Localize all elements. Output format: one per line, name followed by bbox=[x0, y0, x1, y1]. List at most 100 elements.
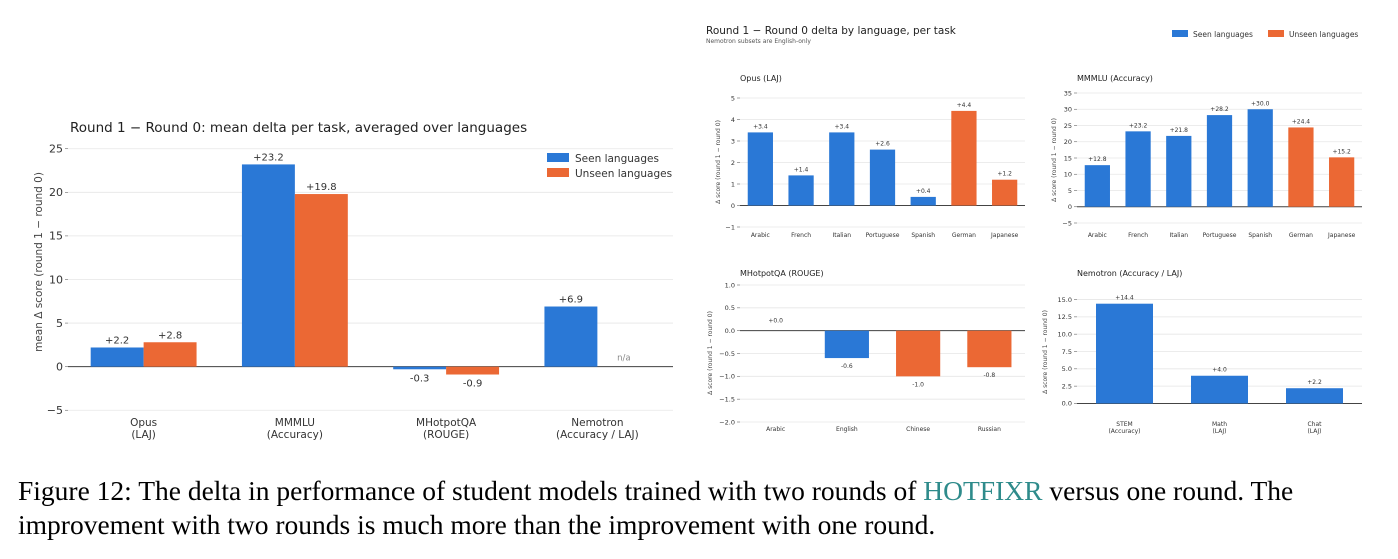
opus-ytick-label: 5 bbox=[731, 94, 735, 102]
nemotron-ytick-label: 0.0 bbox=[1062, 400, 1072, 408]
mhotpot-category-label: Russian bbox=[978, 426, 1001, 433]
mhotpot-bar bbox=[896, 330, 941, 377]
main-ytick-label: 10 bbox=[49, 273, 63, 286]
mmmlu-bar bbox=[1288, 127, 1314, 207]
mmmlu-data-label: +12.8 bbox=[1088, 156, 1107, 163]
opus-category-label: Italian bbox=[832, 232, 851, 239]
main-ytick-label: 25 bbox=[49, 143, 63, 156]
mhotpot-data-label: -0.6 bbox=[841, 363, 853, 370]
mmmlu-data-label: +30.0 bbox=[1251, 100, 1270, 107]
opus-bar bbox=[747, 132, 773, 206]
main-category-label: Opus (LAJ) bbox=[130, 417, 157, 441]
right-legend-swatch-unseen bbox=[1268, 30, 1284, 37]
right-legend-swatch-seen bbox=[1172, 30, 1188, 37]
nemotron-subplot-title: Nemotron (Accuracy / LAJ) bbox=[1077, 269, 1182, 278]
opus-y-axis-label: Δ score (round 1 − round 0) bbox=[715, 120, 722, 204]
mmmlu-ytick-label: 25 bbox=[1064, 122, 1072, 130]
mmmlu-data-label: +21.8 bbox=[1170, 127, 1189, 134]
mhotpot-bar bbox=[824, 330, 869, 359]
opus-ytick-label: 2 bbox=[731, 159, 735, 167]
nemotron-ytick-label: 7.5 bbox=[1062, 348, 1072, 356]
opus-bar bbox=[910, 196, 936, 206]
main-data-label: -0.3 bbox=[410, 373, 430, 384]
main-category-label: Nemotron (Accuracy / LAJ) bbox=[556, 417, 639, 441]
right-panel-subtitle: Nemotron subsets are English-only bbox=[706, 38, 811, 45]
main-bar bbox=[294, 194, 348, 367]
main-data-label: +2.8 bbox=[158, 330, 182, 341]
main-data-label: -0.9 bbox=[463, 379, 483, 390]
legend-label-seen: Seen languages bbox=[575, 153, 659, 165]
mhotpot-ytick-label: −1.5 bbox=[719, 395, 735, 403]
right-legend-label-seen: Seen languages bbox=[1193, 30, 1253, 39]
main-na-label: n/a bbox=[617, 354, 630, 364]
mmmlu-ytick-label: 20 bbox=[1064, 138, 1072, 146]
mmmlu-ytick-label: 30 bbox=[1064, 106, 1072, 114]
mhotpot-ytick-label: 0.5 bbox=[725, 304, 735, 312]
main-bar bbox=[544, 306, 598, 367]
figure-canvas: Round 1 − Round 0: mean delta per task, … bbox=[33, 25, 1362, 441]
mhotpot-category-label: Arabic bbox=[766, 426, 785, 433]
main-bar bbox=[393, 366, 447, 370]
mhotpot-y-axis-label: Δ score (round 1 − round 0) bbox=[707, 311, 714, 395]
main-ytick-label: 5 bbox=[56, 317, 63, 330]
main-ytick-label: 20 bbox=[49, 186, 63, 199]
nemotron-ytick-label: 2.5 bbox=[1062, 382, 1072, 390]
mmmlu-category-label: Spanish bbox=[1248, 232, 1272, 239]
opus-ytick-label: −1 bbox=[725, 223, 735, 231]
mmmlu-ytick-label: 5 bbox=[1068, 187, 1072, 195]
nemotron-bar bbox=[1191, 375, 1248, 404]
mhotpot-data-label: +0.0 bbox=[768, 318, 783, 325]
right-panel-title: Round 1 − Round 0 delta by language, per… bbox=[706, 25, 957, 37]
mhotpot-bar bbox=[967, 330, 1012, 368]
caption-hotfixr: HOTFIXR bbox=[923, 475, 1043, 506]
mhotpot-ytick-label: −0.5 bbox=[719, 350, 735, 358]
opus-ytick-label: 3 bbox=[731, 137, 735, 145]
mmmlu-category-label: Italian bbox=[1169, 232, 1188, 239]
nemotron-bar bbox=[1096, 303, 1153, 404]
mhotpot-ytick-label: 1.0 bbox=[725, 281, 735, 289]
main-category-label: MHotpotQA (ROUGE) bbox=[416, 417, 477, 441]
caption-suffix: versus one round. The improvement with t… bbox=[18, 475, 1294, 540]
mmmlu-bar bbox=[1166, 135, 1192, 207]
mmmlu-category-label: French bbox=[1128, 232, 1148, 239]
main-data-label: +6.9 bbox=[559, 295, 583, 306]
mhotpot-data-label: -1.0 bbox=[912, 381, 924, 388]
right-legend-label-unseen: Unseen languages bbox=[1289, 30, 1358, 39]
mmmlu-bar bbox=[1247, 109, 1273, 207]
mhotpot-subplot-title: MHotpotQA (ROUGE) bbox=[740, 269, 824, 278]
opus-data-label: +3.4 bbox=[834, 123, 849, 130]
main-chart-title: Round 1 − Round 0: mean delta per task, … bbox=[70, 120, 527, 136]
opus-data-label: +1.2 bbox=[997, 171, 1012, 178]
mmmlu-data-label: +28.2 bbox=[1210, 106, 1229, 113]
nemotron-category-label: Math (LAJ) bbox=[1212, 421, 1227, 435]
nemotron-ytick-label: 12.5 bbox=[1058, 313, 1072, 321]
mhotpot-ytick-label: −1.0 bbox=[719, 373, 735, 381]
mmmlu-bar bbox=[1206, 115, 1233, 207]
opus-bar bbox=[992, 179, 1018, 206]
mmmlu-bar bbox=[1329, 157, 1355, 207]
opus-category-label: Portuguese bbox=[866, 232, 900, 239]
mmmlu-data-label: +15.2 bbox=[1332, 148, 1351, 155]
mhotpot-ytick-label: 0.0 bbox=[725, 327, 735, 335]
main-bar bbox=[90, 347, 144, 367]
opus-data-label: +1.4 bbox=[794, 166, 809, 173]
mhotpot-data-label: -0.8 bbox=[984, 372, 996, 379]
mmmlu-category-label: Arabic bbox=[1088, 232, 1107, 239]
nemotron-ytick-label: 15.0 bbox=[1058, 296, 1072, 304]
main-data-label: +19.8 bbox=[306, 182, 337, 193]
mmmlu-ytick-label: 0 bbox=[1068, 203, 1072, 211]
mmmlu-bar bbox=[1084, 165, 1110, 207]
opus-ytick-label: 1 bbox=[731, 180, 735, 188]
caption-prefix: Figure 12: The delta in performance of s… bbox=[18, 475, 924, 506]
figure-caption: Figure 12: The delta in performance of s… bbox=[18, 474, 1388, 542]
mmmlu-ytick-label: −5 bbox=[1062, 219, 1072, 227]
mmmlu-category-label: German bbox=[1289, 232, 1313, 239]
opus-category-label: French bbox=[791, 232, 811, 239]
legend-label-unseen: Unseen languages bbox=[575, 168, 672, 180]
mmmlu-ytick-label: 10 bbox=[1064, 171, 1072, 179]
legend-swatch-seen bbox=[547, 153, 569, 162]
opus-ytick-label: 4 bbox=[731, 116, 735, 124]
main-ytick-label: −5 bbox=[47, 404, 63, 417]
opus-category-label: Arabic bbox=[751, 232, 770, 239]
